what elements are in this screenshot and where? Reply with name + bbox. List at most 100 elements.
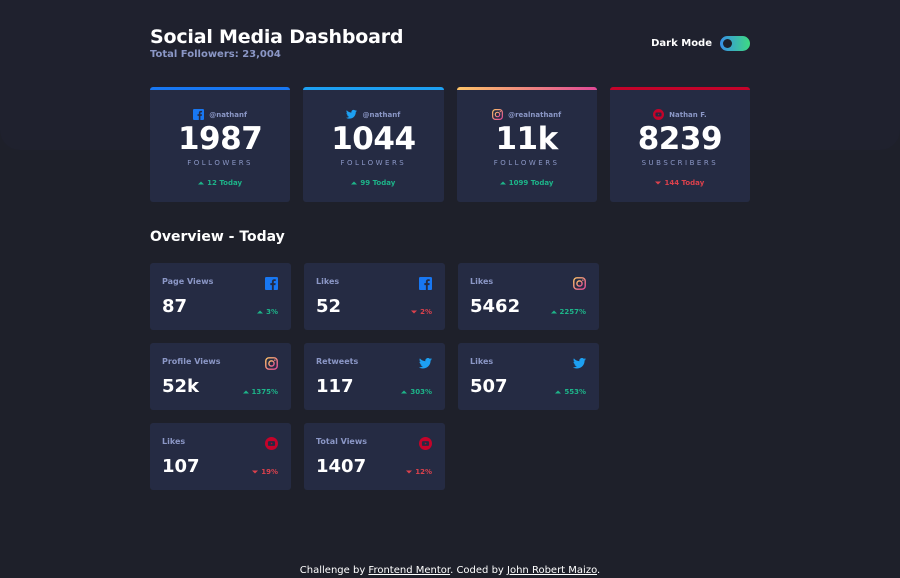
overview-card[interactable]: Likes 507 553% — [458, 343, 599, 410]
total-followers: Total Followers: 23,004 — [150, 49, 281, 60]
metric-value: 52 — [316, 296, 342, 317]
arrow-up-icon — [257, 308, 266, 316]
metric-change: 303% — [401, 388, 432, 396]
twitter-icon — [572, 355, 586, 374]
metric-label: Total Views — [316, 437, 368, 446]
daily-change: 12 Today — [150, 179, 290, 187]
arrow-down-icon — [406, 468, 415, 476]
metric-change-value: 1375% — [251, 388, 279, 396]
arrow-up-icon — [198, 179, 207, 187]
metric-change-value: 3% — [266, 308, 278, 316]
instagram-followers-card[interactable]: @realnathanf 11k FOLLOWERS 1099 Today — [456, 87, 597, 202]
arrow-up-icon — [499, 179, 509, 187]
account-handle: @realnathanf — [508, 110, 562, 119]
facebook-icon — [193, 105, 205, 124]
dark-mode-toggle[interactable] — [720, 36, 750, 51]
twitter-icon — [346, 105, 358, 124]
frontend-mentor-link[interactable]: Frontend Mentor — [368, 565, 451, 576]
metric-value: 87 — [162, 296, 188, 317]
youtube-followers-card[interactable]: Nathan F. 8239 SUBSCRIBERS 144 Today — [609, 87, 750, 202]
arrow-down-icon — [252, 468, 261, 476]
account-handle: @nathanf — [362, 110, 401, 119]
metric-label: Profile Views — [162, 357, 221, 366]
metric-value: 52k — [162, 376, 200, 397]
daily-change-value: 144 Today — [664, 179, 705, 187]
facebook-icon — [419, 275, 432, 294]
follower-unit: FOLLOWERS — [187, 159, 253, 167]
metric-change-value: 303% — [410, 388, 432, 396]
metric-change-value: 19% — [261, 468, 278, 476]
overview-card[interactable]: Likes 5462 2257% — [458, 263, 599, 330]
youtube-icon — [419, 435, 432, 454]
instagram-icon — [265, 355, 278, 374]
dark-mode-label: Dark Mode — [651, 38, 712, 49]
overview-card[interactable]: Page Views 87 3% — [150, 263, 291, 330]
dashboard-container: Social Media Dashboard Total Followers: … — [150, 0, 750, 490]
dark-mode-control: Dark Mode — [651, 36, 750, 51]
metric-change-value: 553% — [564, 388, 586, 396]
overview-card[interactable]: Retweets 117 303% — [304, 343, 445, 410]
metric-label: Likes — [316, 277, 340, 286]
metric-change: 2257% — [550, 308, 587, 316]
metric-change: 2% — [411, 308, 432, 316]
account-handle: @nathanf — [209, 110, 248, 119]
daily-change: 144 Today — [610, 179, 750, 187]
account-handle: Nathan F. — [669, 110, 707, 119]
instagram-stripe — [456, 87, 597, 90]
metric-change: 19% — [252, 468, 278, 476]
follower-unit: SUBSCRIBERS — [641, 159, 719, 167]
facebook-stripe — [150, 87, 291, 90]
footer-prefix: Challenge by — [299, 565, 369, 576]
facebook-icon — [265, 275, 278, 294]
metric-label: Likes — [470, 277, 494, 286]
handle-row: @nathanf — [303, 105, 443, 124]
overview-card[interactable]: Likes 52 2% — [304, 263, 445, 330]
metric-change: 553% — [555, 388, 586, 396]
arrow-up-icon — [550, 308, 560, 316]
daily-change: 99 Today — [303, 179, 443, 187]
metric-change-value: 2% — [420, 308, 432, 316]
footer-suffix: . — [597, 565, 601, 576]
arrow-up-icon — [351, 179, 360, 187]
metric-label: Likes — [162, 437, 186, 446]
twitter-followers-card[interactable]: @nathanf 1044 FOLLOWERS 99 Today — [303, 87, 444, 202]
overview-title: Overview - Today — [150, 229, 285, 245]
metric-label: Page Views — [162, 277, 214, 286]
follower-count: 8239 — [637, 121, 723, 157]
metric-value: 107 — [162, 456, 200, 477]
arrow-down-icon — [655, 179, 664, 187]
arrow-up-icon — [242, 388, 252, 396]
metric-change-value: 2257% — [559, 308, 587, 316]
twitter-icon — [418, 355, 432, 374]
metric-change: 3% — [257, 308, 278, 316]
facebook-followers-card[interactable]: @nathanf 1987 FOLLOWERS 12 Today — [150, 87, 291, 202]
youtube-icon — [265, 435, 278, 454]
daily-change: 1099 Today — [457, 179, 597, 187]
instagram-icon — [573, 275, 586, 294]
youtube-stripe — [609, 87, 750, 90]
twitter-stripe — [303, 87, 444, 90]
follower-unit: FOLLOWERS — [340, 159, 407, 167]
metric-value: 5462 — [470, 296, 521, 317]
arrow-up-icon — [401, 388, 410, 396]
instagram-icon — [492, 105, 504, 124]
follower-count: 11k — [495, 121, 558, 157]
metric-value: 117 — [316, 376, 354, 397]
toggle-knob — [723, 39, 732, 48]
overview-card[interactable]: Profile Views 52k 1375% — [150, 343, 291, 410]
handle-row: Nathan F. — [610, 105, 750, 124]
metric-change: 1375% — [242, 388, 279, 396]
arrow-down-icon — [411, 308, 420, 316]
metric-change: 12% — [406, 468, 432, 476]
overview-grid: Page Views 87 3% Likes 52 2% Likes 5462 … — [150, 263, 750, 490]
metric-label: Likes — [470, 357, 494, 366]
arrow-up-icon — [555, 388, 564, 396]
author-link[interactable]: John Robert Maizo — [507, 565, 598, 576]
daily-change-value: 12 Today — [207, 179, 243, 187]
daily-change-value: 99 Today — [360, 179, 396, 187]
follower-count: 1987 — [177, 121, 263, 157]
overview-card[interactable]: Total Views 1407 12% — [304, 423, 445, 490]
metric-value: 507 — [470, 376, 508, 397]
overview-card[interactable]: Likes 107 19% — [150, 423, 291, 490]
page-title: Social Media Dashboard — [150, 26, 404, 48]
